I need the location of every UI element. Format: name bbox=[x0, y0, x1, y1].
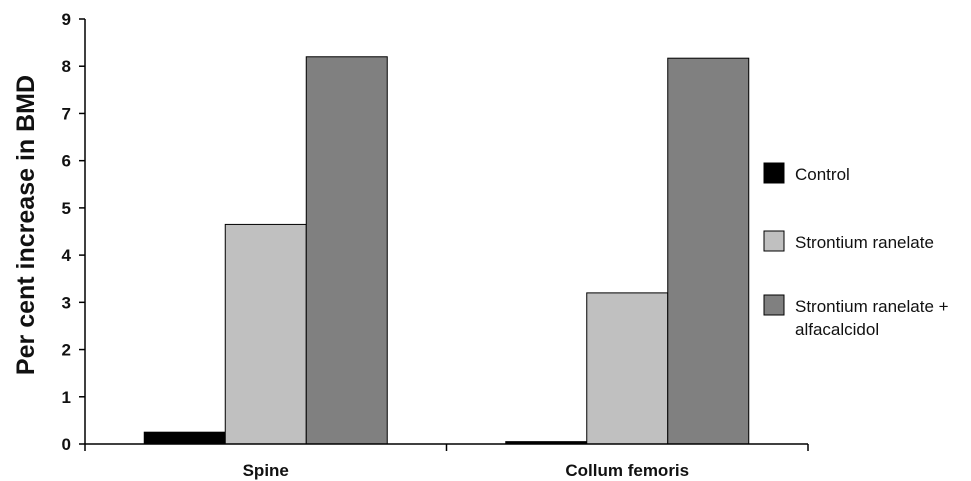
y-tick-label: 3 bbox=[62, 293, 71, 312]
legend-label: alfacalcidol bbox=[795, 320, 879, 339]
x-category-labels-group: Spine Collum femoris bbox=[84, 444, 809, 480]
legend-swatch bbox=[763, 162, 785, 184]
legend-label: Control bbox=[795, 165, 850, 184]
bar bbox=[143, 431, 226, 445]
y-tick-label: 7 bbox=[62, 104, 71, 123]
y-axis-title: Per cent increase in BMD bbox=[12, 75, 40, 375]
y-tick-label: 9 bbox=[62, 10, 71, 29]
y-tick-label: 5 bbox=[62, 199, 71, 218]
legend-label: Strontium ranelate + bbox=[795, 297, 949, 316]
x-category-label: Spine bbox=[243, 461, 289, 480]
y-ticks-group: 0 1 2 3 4 5 6 7 8 9 bbox=[62, 10, 85, 454]
y-tick-label: 4 bbox=[62, 246, 72, 265]
bar bbox=[667, 57, 750, 445]
legend: Control Strontium ranelate Strontium ranel… bbox=[763, 162, 949, 339]
y-tick-label: 8 bbox=[62, 57, 71, 76]
bar bbox=[305, 56, 388, 445]
legend-label: Strontium ranelate bbox=[795, 233, 934, 252]
x-category-label: Collum femoris bbox=[565, 461, 689, 480]
y-tick-label: 2 bbox=[62, 341, 71, 360]
y-tick-label: 1 bbox=[62, 388, 71, 407]
legend-swatch bbox=[763, 230, 785, 252]
legend-swatch bbox=[763, 294, 785, 316]
y-axis-title-group: Per cent increase in BMD bbox=[12, 75, 40, 375]
y-tick-label: 0 bbox=[62, 435, 71, 454]
bar bbox=[224, 223, 307, 445]
y-tick-label: 6 bbox=[62, 152, 71, 171]
bar bbox=[586, 292, 669, 445]
bars-group bbox=[143, 56, 750, 445]
